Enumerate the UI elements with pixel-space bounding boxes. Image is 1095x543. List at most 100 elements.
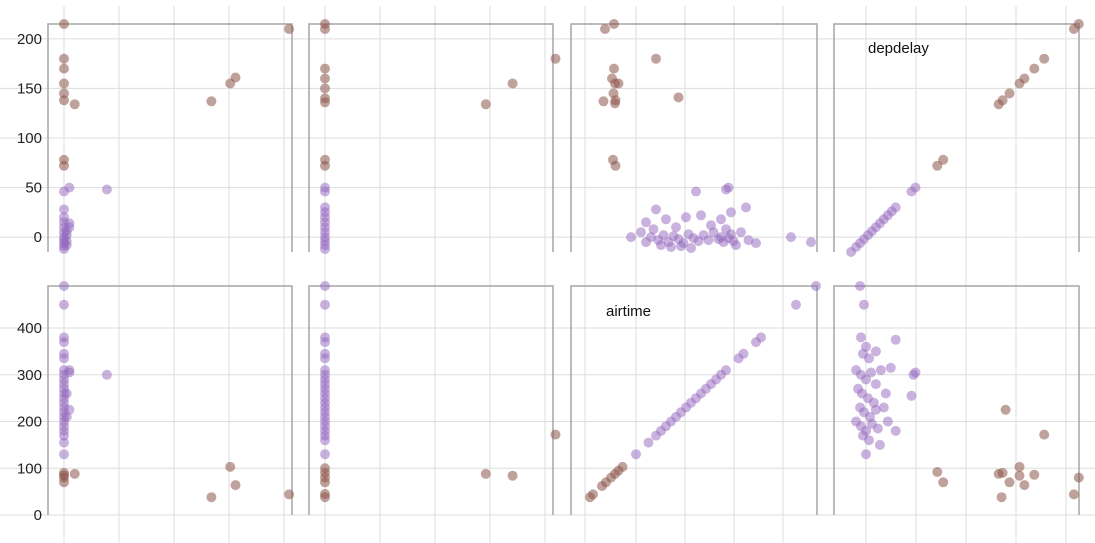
data-point-series-a bbox=[706, 220, 716, 231]
data-point-series-a bbox=[59, 430, 69, 441]
data-point-series-a bbox=[716, 214, 726, 225]
data-point-series-a bbox=[59, 281, 69, 291]
data-point-series-b bbox=[550, 53, 561, 64]
data-point-series-b bbox=[225, 461, 236, 472]
data-point-series-a bbox=[61, 226, 72, 237]
data-point-series-a bbox=[866, 367, 876, 378]
data-point-series-b bbox=[320, 63, 330, 74]
data-point-series-b bbox=[59, 95, 69, 106]
data-point-series-a bbox=[874, 439, 885, 450]
panel-frame bbox=[308, 285, 554, 515]
y-tick-label: 100 bbox=[17, 460, 42, 477]
data-point-series-b bbox=[1068, 489, 1079, 500]
data-point-series-b bbox=[1004, 88, 1015, 99]
variable-label-depdelay: depdelay bbox=[868, 40, 929, 57]
tick-labels: 0 50 100 150 200 0 100 200 300 400 bbox=[17, 31, 42, 524]
data-point-series-b bbox=[550, 429, 561, 440]
data-point-series-b bbox=[507, 78, 518, 89]
data-point-series-b bbox=[997, 467, 1008, 478]
data-point-series-a bbox=[641, 217, 651, 228]
data-point-series-b bbox=[59, 53, 69, 64]
data-point-series-b bbox=[320, 73, 330, 84]
data-point-series-b bbox=[59, 63, 69, 74]
data-point-series-a bbox=[890, 334, 901, 345]
data-point-series-b bbox=[59, 160, 69, 171]
data-point-series-a bbox=[736, 227, 746, 238]
data-point-series-a bbox=[703, 235, 714, 246]
data-point-series-a bbox=[806, 237, 816, 248]
data-point-series-a bbox=[791, 299, 801, 310]
data-point-series-a bbox=[636, 227, 646, 238]
data-point-series-b bbox=[610, 160, 621, 171]
data-point-series-a bbox=[723, 182, 734, 193]
data-point-series-b bbox=[320, 477, 330, 488]
data-point-series-a bbox=[751, 238, 761, 249]
data-point-series-b bbox=[1029, 63, 1040, 74]
data-point-series-b bbox=[932, 467, 943, 477]
panel-frames bbox=[47, 23, 1080, 515]
data-point-series-b bbox=[480, 468, 491, 479]
data-point-series-a bbox=[320, 435, 330, 446]
data-point-series-a bbox=[656, 240, 666, 251]
data-point-series-a bbox=[676, 241, 686, 252]
data-point-series-b bbox=[617, 461, 628, 472]
data-point-series-b bbox=[1014, 461, 1025, 472]
data-point-series-a bbox=[671, 222, 681, 233]
data-point-series-a bbox=[661, 214, 671, 225]
data-point-series-a bbox=[686, 243, 696, 253]
data-point-series-b bbox=[938, 477, 949, 488]
data-point-series-a bbox=[756, 332, 766, 343]
panel-frame bbox=[47, 285, 293, 515]
data-point-series-a bbox=[658, 230, 669, 241]
data-point-series-a bbox=[59, 299, 69, 310]
data-point-series-a bbox=[811, 281, 821, 291]
data-point-series-b bbox=[59, 19, 69, 29]
panel-frame bbox=[833, 23, 1080, 252]
data-point-series-a bbox=[906, 390, 917, 401]
y-tick-label: 150 bbox=[17, 80, 42, 97]
data-point-series-a bbox=[880, 388, 891, 399]
data-point-series-a bbox=[870, 346, 881, 357]
panel-frame bbox=[570, 23, 818, 252]
data-point-series-b bbox=[1014, 470, 1025, 481]
data-point-series-a bbox=[743, 235, 754, 246]
data-point-series-b bbox=[610, 95, 621, 106]
data-point-series-a bbox=[872, 423, 883, 434]
data-point-series-b bbox=[1029, 469, 1040, 480]
data-point-series-b bbox=[59, 477, 69, 488]
diagonal-labels: depdelay airtime bbox=[606, 40, 929, 320]
y-tick-label: 100 bbox=[17, 130, 42, 147]
data-point-series-b bbox=[320, 160, 330, 171]
data-point-series-a bbox=[59, 353, 69, 364]
data-point-series-a bbox=[643, 437, 654, 448]
data-point-series-a bbox=[59, 186, 69, 197]
y-tick-label: 0 bbox=[34, 229, 42, 246]
variable-label-airtime: airtime bbox=[606, 303, 651, 320]
data-point-series-a bbox=[61, 411, 72, 422]
data-point-series-a bbox=[696, 210, 706, 221]
data-point-series-b bbox=[1019, 73, 1030, 84]
data-point-series-b bbox=[59, 88, 69, 99]
data-point-series-a bbox=[870, 379, 881, 390]
data-point-series-b bbox=[1073, 472, 1084, 483]
data-point-series-b bbox=[997, 95, 1008, 106]
data-point-series-a bbox=[320, 337, 330, 348]
data-point-series-b bbox=[206, 492, 217, 503]
data-point-series-a bbox=[59, 437, 69, 448]
data-point-series-a bbox=[786, 232, 796, 243]
data-point-series-a bbox=[910, 367, 921, 378]
data-point-series-a bbox=[320, 244, 330, 254]
data-point-series-b bbox=[651, 53, 661, 64]
data-point-series-a bbox=[61, 240, 72, 251]
data-point-series-a bbox=[726, 207, 736, 218]
data-point-series-b bbox=[588, 489, 598, 500]
data-point-series-b bbox=[600, 24, 610, 34]
data-point-series-b bbox=[613, 78, 624, 89]
data-point-series-a bbox=[648, 224, 659, 235]
data-point-series-b bbox=[320, 97, 330, 108]
data-point-series-b bbox=[320, 492, 330, 503]
y-tick-label: 50 bbox=[25, 180, 42, 197]
data-point-series-b bbox=[284, 489, 295, 500]
data-point-series-b bbox=[284, 24, 295, 34]
